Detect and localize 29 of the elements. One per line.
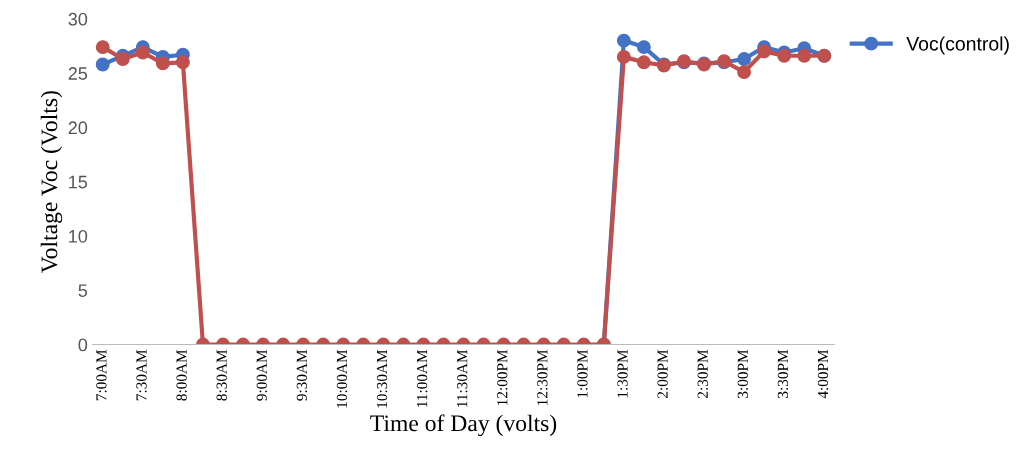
x-tick-label: 10:00AM <box>336 349 348 408</box>
x-tick-label: 12:30PM <box>537 349 548 405</box>
y-axis-title: Voltage Voc (Volts) <box>40 91 63 274</box>
y-tick-label: 25 <box>68 67 88 80</box>
y-tick-label: 10 <box>69 229 88 243</box>
y-tick-label: 20 <box>68 121 88 135</box>
x-tick-label: 9:00AM <box>256 349 267 401</box>
x-tick-label: 10:30AM <box>376 349 388 408</box>
x-tick-label: 8:30AM <box>216 349 227 401</box>
y-tick-label: 5 <box>78 284 88 297</box>
y-tick-label: 0 <box>78 338 88 352</box>
x-tick-label: 7:30AM <box>136 349 147 401</box>
x-tick-label: 3:00PM <box>737 349 748 398</box>
x-tick-label: 4:00PM <box>817 349 829 399</box>
x-tick-label: 1:00PM <box>577 349 588 398</box>
x-tick-label: 11:30AM <box>457 349 468 407</box>
y-tick-label: 30 <box>68 12 88 26</box>
x-tick-label: 3:30PM <box>777 349 789 398</box>
x-tick-label: 8:00AM <box>176 349 187 401</box>
x-tick-label: 11:00AM <box>416 349 428 407</box>
legend-label: Voc(control) <box>906 36 1009 55</box>
x-tick-label: 9:30AM <box>296 349 308 401</box>
x-axis-title: Time of Day (volts) <box>370 414 557 437</box>
x-tick-label: 2:00PM <box>657 349 668 398</box>
x-tick-label: 2:30PM <box>697 349 708 398</box>
x-tick-label: 1:30PM <box>617 349 628 398</box>
y-tick-label: 15 <box>69 175 88 189</box>
x-tick-label: 7:00AM <box>96 349 107 401</box>
x-tick-label: 12:00PM <box>497 349 508 405</box>
